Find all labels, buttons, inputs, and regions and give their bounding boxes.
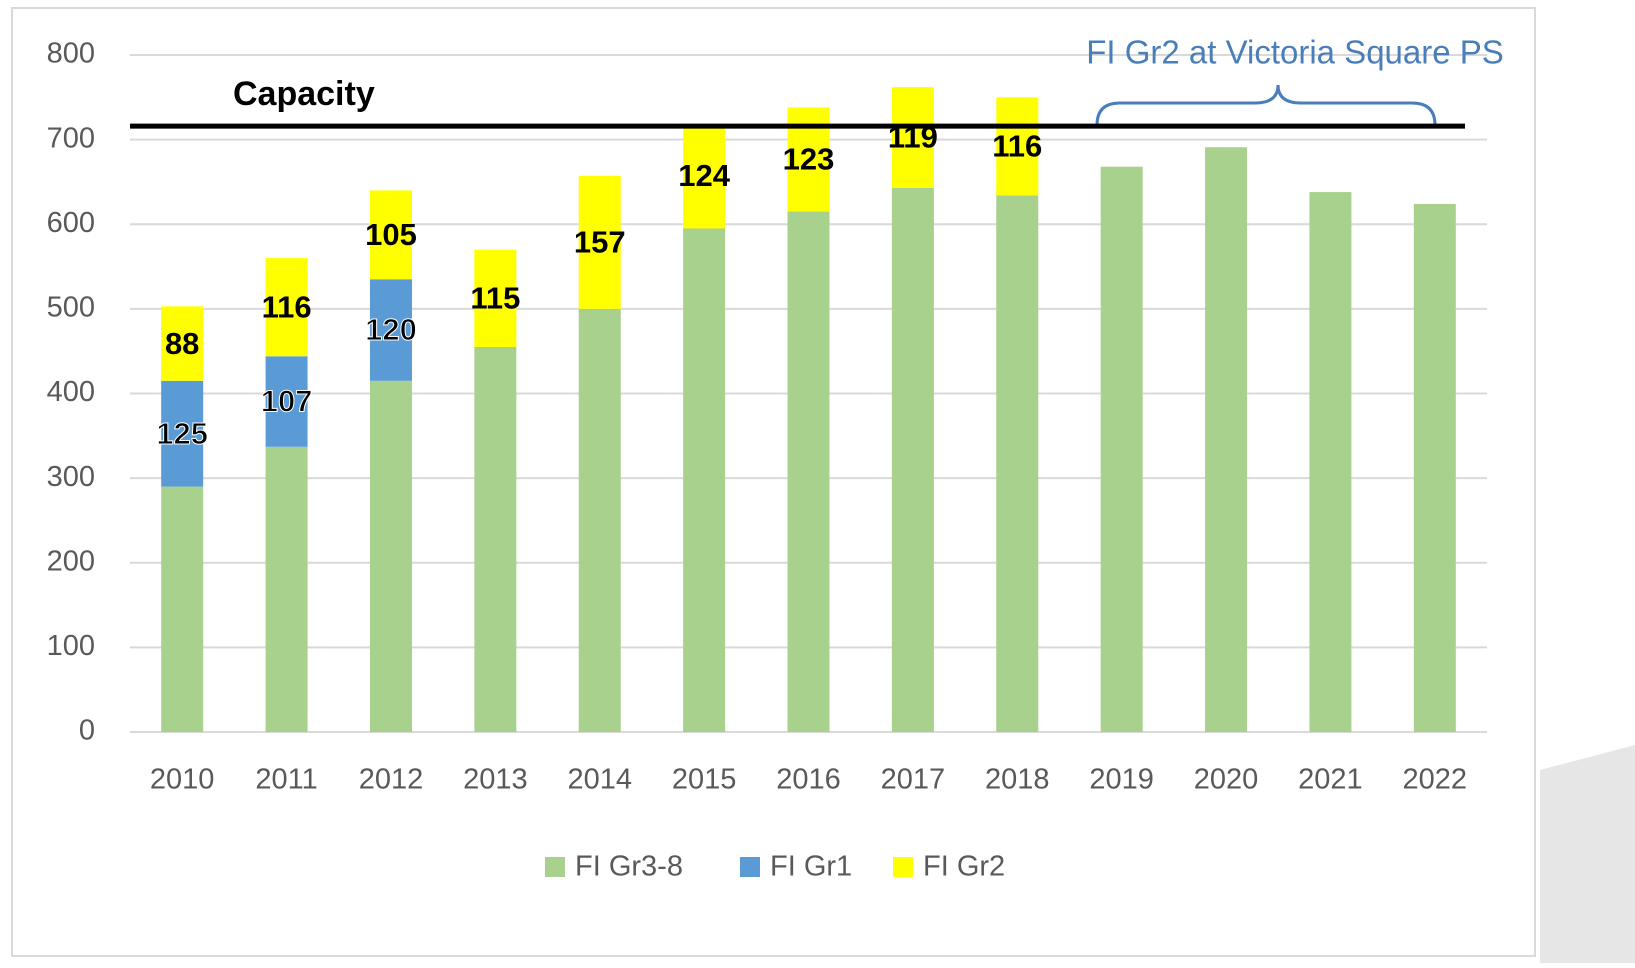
data-label: 157 xyxy=(574,225,626,260)
bar-segment xyxy=(265,258,308,357)
background-shape xyxy=(1540,745,1635,963)
y-tick-label: 600 xyxy=(47,207,95,239)
x-tick-label: 2015 xyxy=(672,764,737,796)
legend-swatch xyxy=(740,857,760,877)
bar-segment xyxy=(161,306,204,381)
y-tick-label: 700 xyxy=(47,122,95,154)
x-tick-label: 2017 xyxy=(881,764,946,796)
x-tick-label: 2016 xyxy=(776,764,841,796)
bar-segment xyxy=(369,380,412,732)
bar-segment xyxy=(369,190,412,280)
legend-swatch xyxy=(893,857,913,877)
bar-segment xyxy=(474,249,517,347)
x-tick-label: 2021 xyxy=(1298,764,1363,796)
x-tick-label: 2019 xyxy=(1089,764,1154,796)
bar-segment xyxy=(578,308,621,732)
data-label: 123 xyxy=(783,142,835,177)
x-tick-label: 2018 xyxy=(985,764,1050,796)
y-tick-label: 500 xyxy=(47,292,95,324)
y-tick-label: 300 xyxy=(47,461,95,493)
data-label: 120 xyxy=(365,312,417,347)
x-tick-label: 2020 xyxy=(1194,764,1259,796)
y-tick-label: 100 xyxy=(47,630,95,662)
bar-segment xyxy=(161,486,204,732)
data-label: 124 xyxy=(678,158,730,193)
data-label: 116 xyxy=(992,129,1042,164)
chart-frame xyxy=(11,7,1536,957)
y-tick-label: 400 xyxy=(47,376,95,408)
legend-label: FI Gr2 xyxy=(923,851,1005,883)
x-tick-label: 2014 xyxy=(567,764,632,796)
data-label: 115 xyxy=(470,280,520,315)
x-tick-label: 2012 xyxy=(359,764,424,796)
bar-segment xyxy=(474,346,517,732)
legend-swatch xyxy=(545,857,565,877)
bar-segment xyxy=(1205,147,1248,732)
capacity-label: Capacity xyxy=(233,75,375,113)
data-label: 105 xyxy=(365,217,417,252)
data-label: 116 xyxy=(262,289,312,324)
data-label: 107 xyxy=(261,384,313,419)
annotation-brace xyxy=(1095,84,1437,126)
bar-segment xyxy=(265,356,308,447)
bar-segment xyxy=(265,446,308,732)
bar-segment xyxy=(683,123,726,229)
bar-segment xyxy=(161,380,204,487)
x-tick-label: 2010 xyxy=(150,764,215,796)
x-tick-label: 2013 xyxy=(463,764,528,796)
y-tick-label: 0 xyxy=(79,715,95,747)
x-tick-label: 2022 xyxy=(1403,764,1468,796)
annotation-text: FI Gr2 at Victoria Square PS xyxy=(1086,34,1504,71)
bar-segment xyxy=(996,97,1039,196)
legend-label: FI Gr3-8 xyxy=(575,851,683,883)
y-tick-label: 800 xyxy=(47,38,95,70)
y-tick-label: 200 xyxy=(47,545,95,577)
bar-segment xyxy=(1413,203,1456,732)
bar-segment xyxy=(787,211,830,732)
bar-segment xyxy=(891,87,934,188)
bar-segment xyxy=(369,279,412,381)
bar-segment xyxy=(683,228,726,732)
bar-segment xyxy=(1309,192,1352,732)
data-label: 125 xyxy=(156,416,208,451)
bar-segment xyxy=(578,176,621,309)
legend-label: FI Gr1 xyxy=(770,851,852,883)
bar-segment xyxy=(1100,166,1143,732)
bar-segment xyxy=(996,195,1039,733)
bar-segment xyxy=(891,187,934,732)
data-label: 88 xyxy=(165,326,199,361)
x-tick-label: 2011 xyxy=(255,764,317,796)
